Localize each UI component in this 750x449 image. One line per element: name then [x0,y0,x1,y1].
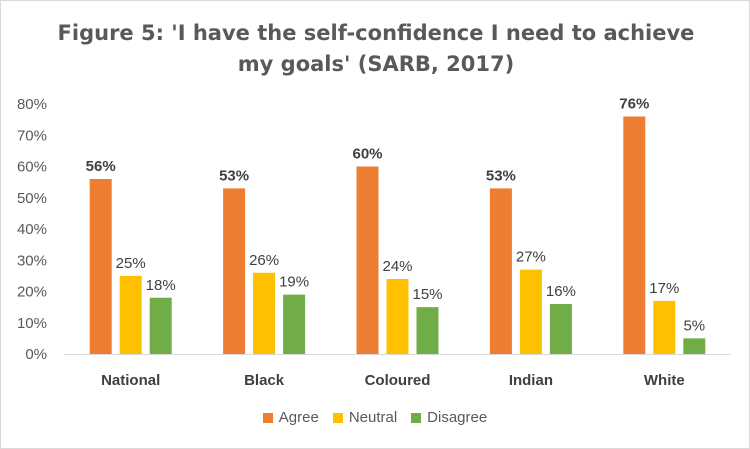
y-tick-label: 80% [17,96,47,113]
y-tick-label: 50% [17,190,47,207]
legend-item-disagree: Disagree [411,409,487,426]
data-label: 60% [352,146,382,163]
y-tick-label: 20% [17,284,47,301]
x-category-label: Black [244,372,285,389]
bar-agree-black [223,188,246,354]
data-label: 53% [486,167,516,184]
legend-label: Agree [278,409,319,426]
x-category-label: Indian [509,372,553,389]
bar-agree-coloured [356,166,379,354]
legend-swatch [262,412,273,423]
data-label: 18% [146,277,176,294]
legend: Agree Neutral Disagree [1,409,749,426]
bar-disagree-black [283,294,306,354]
legend-label: Neutral [348,409,398,426]
legend-swatch [332,412,343,423]
bar-neutral-white [653,300,676,354]
bar-disagree-white [683,338,706,354]
bar-agree-indian [489,188,512,354]
bar-disagree-national [149,297,172,354]
x-category-label: National [101,372,160,389]
bar-neutral-national [119,275,142,354]
data-label: 15% [412,286,442,303]
bar-disagree-indian [549,304,572,354]
legend-item-neutral: Neutral [332,409,398,426]
legend-swatch [411,412,422,423]
bar-agree-white [623,116,646,354]
data-label: 17% [649,280,679,297]
data-label: 76% [619,96,649,113]
bar-disagree-coloured [416,307,439,354]
x-category-label: Coloured [365,372,431,389]
x-category-label: White [644,372,685,389]
bar-neutral-black [253,272,276,354]
chart-title: Figure 5: 'I have the self-confidence I … [57,21,695,76]
legend-label: Disagree [427,409,488,426]
bar-neutral-indian [519,269,542,354]
data-label: 19% [279,274,309,291]
y-tick-label: 70% [17,127,47,144]
data-label: 26% [249,252,279,269]
data-label: 25% [116,255,146,272]
y-tick-label: 30% [17,252,47,269]
y-tick-label: 10% [17,315,47,332]
data-label: 16% [546,283,576,300]
data-label: 56% [86,158,116,175]
y-tick-label: 60% [17,159,47,176]
data-label: 53% [219,167,249,184]
legend-item-agree: Agree [262,409,319,426]
data-label: 24% [382,258,412,275]
bar-neutral-coloured [386,279,409,354]
y-tick-label: 40% [17,221,47,238]
y-tick-label: 0% [25,346,47,363]
data-label: 27% [516,249,546,266]
bar-agree-national [89,179,112,354]
data-label: 5% [683,317,705,334]
